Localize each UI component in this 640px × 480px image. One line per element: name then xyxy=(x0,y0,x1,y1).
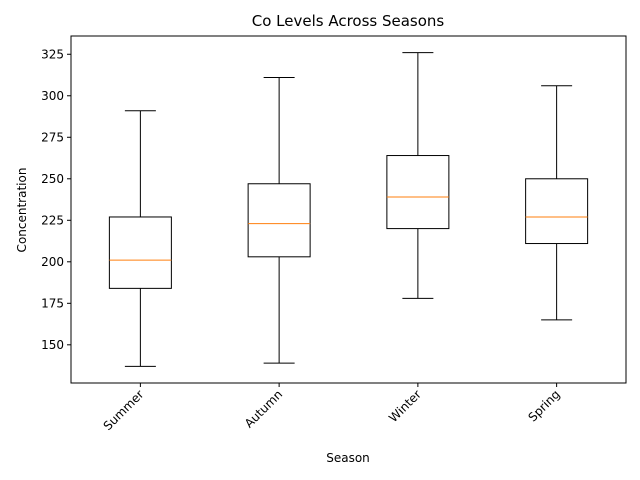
y-tick-label: 225 xyxy=(41,213,64,227)
y-axis-label: Concentration xyxy=(15,168,29,253)
box-autumn xyxy=(247,77,311,364)
y-tick-label: 200 xyxy=(41,255,64,269)
x-tick-label: Summer xyxy=(101,387,147,433)
y-tick-label: 150 xyxy=(41,338,64,352)
y-tick-label: 275 xyxy=(41,130,64,144)
box-winter xyxy=(386,52,450,299)
x-tick-label: Winter xyxy=(386,387,424,425)
plot-area: 150 175 200 225 250 275 300 325 Summer Autumn Wint… xyxy=(41,35,627,433)
box-summer xyxy=(108,110,172,367)
y-tick-label: 325 xyxy=(41,47,64,61)
iqr-box xyxy=(247,183,311,258)
iqr-box xyxy=(525,178,589,245)
x-tick-label: Spring xyxy=(525,387,562,424)
iqr-box xyxy=(386,155,450,230)
chart-title: Co Levels Across Seasons xyxy=(252,12,445,30)
x-axis-label: Season xyxy=(326,451,370,465)
y-tick-label: 175 xyxy=(41,296,64,310)
box-spring xyxy=(525,85,589,321)
x-tick-label: Autumn xyxy=(242,387,285,430)
y-tick-label: 250 xyxy=(41,172,64,186)
iqr-box xyxy=(108,216,172,289)
y-tick-label: 300 xyxy=(41,89,64,103)
plot-frame xyxy=(70,35,627,384)
